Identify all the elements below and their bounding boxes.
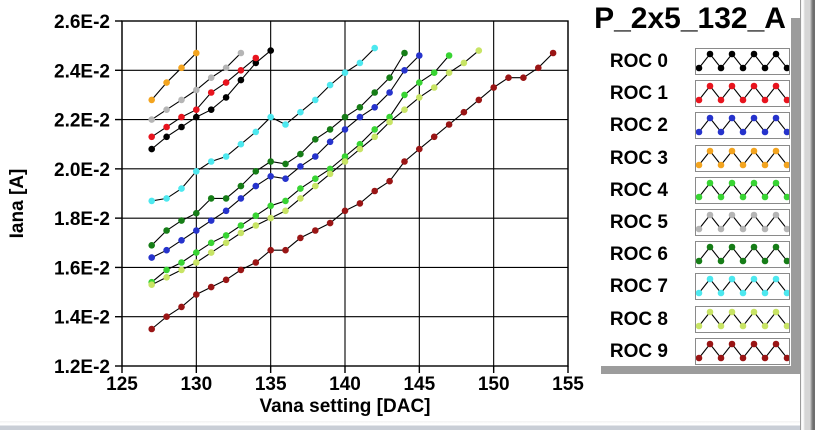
- legend-shadow-bottom: [601, 366, 801, 374]
- legend-label-3: ROC 3: [609, 147, 668, 169]
- plot-area: 125 130 135 140 145 150 1552.6E-22.4E-22.2E-22…: [7, 12, 584, 417]
- legend-label-0: ROC 0: [609, 51, 668, 72]
- y-axis-label: Iana [A]: [7, 169, 28, 239]
- svg-text:130: 130: [180, 374, 212, 395]
- legend-label-2: ROC 2: [609, 115, 668, 137]
- panel-bevel-right: [800, 0, 815, 430]
- legend-label-5: ROC 5: [609, 212, 668, 233]
- legend-marker-box-5: [695, 209, 791, 236]
- legend-marker-box-4: [695, 176, 791, 204]
- legend-zigzag-icon: [695, 147, 791, 168]
- legend-zigzag-icon: [695, 115, 791, 136]
- series-roc-8: [148, 47, 483, 289]
- legend-zigzag-icon: [695, 50, 791, 72]
- svg-text:2.6E-2: 2.6E-2: [54, 12, 110, 33]
- series-roc-7: [148, 44, 379, 205]
- panel-bevel-bottom: [0, 421, 800, 430]
- svg-text:1.4E-2: 1.4E-2: [54, 308, 110, 329]
- legend-shadow-right: [791, 18, 801, 374]
- legend-zigzag-icon: [695, 179, 791, 201]
- legend-marker-box-1: [695, 80, 791, 108]
- svg-text:125: 125: [106, 374, 138, 395]
- legend-marker-box-9: [695, 337, 791, 365]
- legend-label-8: ROC 8: [609, 308, 668, 330]
- svg-text:2.0E-2: 2.0E-2: [54, 160, 110, 181]
- legend-zigzag-icon: [695, 340, 791, 362]
- legend-label-1: ROC 1: [609, 83, 668, 105]
- axis-ticks: [115, 20, 569, 373]
- legend-label-9: ROC 9: [609, 340, 668, 362]
- series-roc-5: [148, 49, 245, 123]
- series-roc-3: [148, 49, 200, 104]
- legend-label-6: ROC 6: [609, 244, 668, 266]
- legend-zigzag-icon: [695, 276, 791, 297]
- svg-text:2.2E-2: 2.2E-2: [54, 111, 110, 132]
- legend-marker-box-8: [695, 305, 791, 333]
- series-roc-9: [148, 49, 557, 333]
- legend-marker-box-0: [695, 48, 791, 75]
- svg-text:155: 155: [552, 374, 584, 395]
- legend-zigzag-icon: [695, 308, 791, 329]
- legend-marker-box-2: [695, 112, 791, 140]
- series-roc-0: [148, 47, 275, 153]
- svg-text:1.2E-2: 1.2E-2: [54, 357, 110, 378]
- x-axis-label: Vana setting [DAC]: [259, 396, 430, 417]
- series-roc-1: [148, 54, 260, 141]
- svg-text:1.8E-2: 1.8E-2: [54, 209, 110, 230]
- series-roc-4: [148, 52, 453, 286]
- x-tick-labels: 125 130 135 140 145 150 155: [106, 374, 584, 395]
- legend-marker-box-6: [695, 241, 791, 269]
- series-roc-6: [148, 49, 408, 249]
- legend-zigzag-icon: [695, 82, 791, 104]
- legend-label-4: ROC 4: [609, 179, 668, 201]
- legend-zigzag-icon: [695, 211, 791, 233]
- series-roc-2: [148, 52, 423, 261]
- svg-text:145: 145: [403, 374, 435, 395]
- legend-marker-box-7: [695, 273, 791, 301]
- y-tick-labels: 2.6E-2 2.4E-2 2.2E-2 2.0E-2 1.8E-2 1.6E-2 1.4E…: [54, 12, 110, 378]
- svg-text:150: 150: [478, 374, 510, 395]
- chart-title: P_2x5_132_A: [594, 2, 786, 35]
- svg-text:1.6E-2: 1.6E-2: [54, 258, 110, 279]
- svg-text:2.4E-2: 2.4E-2: [54, 61, 110, 82]
- svg-text:140: 140: [329, 374, 361, 395]
- legend-marker-box-3: [695, 144, 791, 172]
- legend-zigzag-icon: [695, 243, 791, 265]
- svg-text:135: 135: [255, 374, 287, 395]
- legend-label-7: ROC 7: [609, 276, 668, 298]
